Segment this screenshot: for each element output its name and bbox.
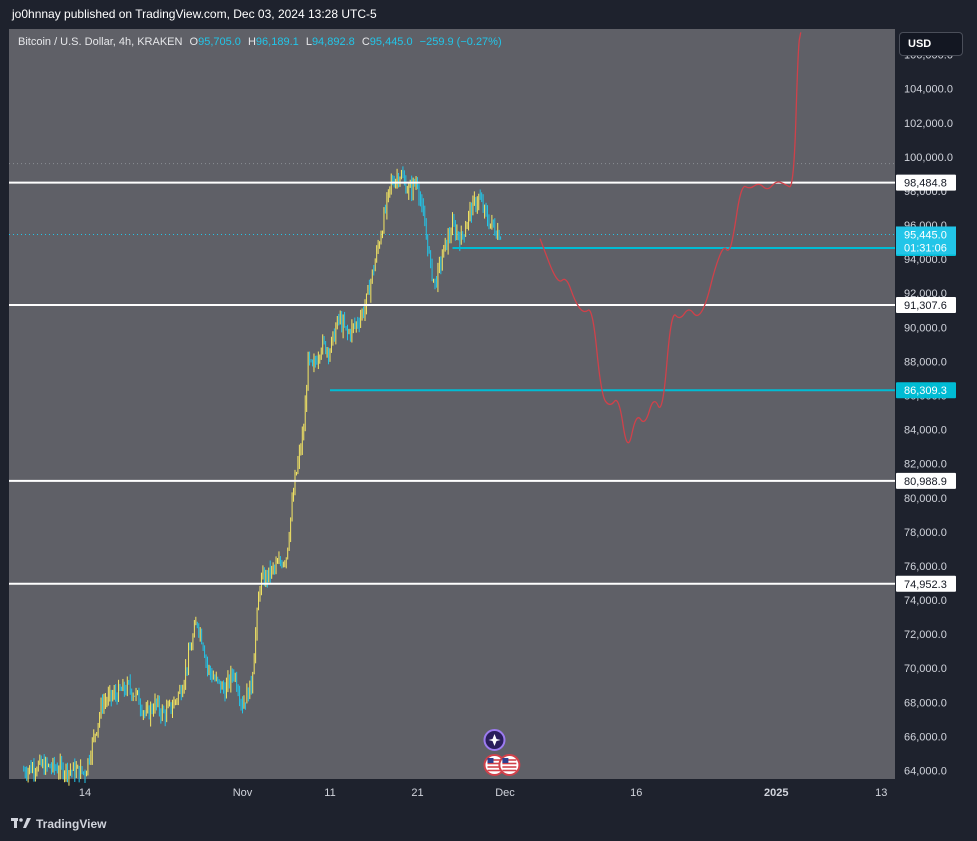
current-price-badge <box>896 226 956 255</box>
close-key: C <box>361 36 370 48</box>
price-label-text: 86,309.3 <box>904 385 947 397</box>
price-label-badge <box>896 297 956 314</box>
price-axis-tick: 94,000.0 <box>904 254 947 266</box>
tradingview-logo[interactable]: TradingView <box>11 817 106 831</box>
current-price-text: 95,445.0 <box>904 229 947 241</box>
price-axis-tick: 90,000.0 <box>904 322 947 334</box>
time-axis-tick: 16 <box>630 787 642 799</box>
symbol-legend: Bitcoin / U.S. Dollar, 4h, KRAKEN O95,70… <box>18 36 502 48</box>
change-value: −259.9 (−0.27%) <box>419 36 502 48</box>
tradingview-brand: TradingView <box>36 817 107 831</box>
close-value: 95,445.0 <box>369 36 413 48</box>
price-axis-tick: 72,000.0 <box>904 629 947 641</box>
time-axis-tick: 21 <box>411 787 423 799</box>
price-axis-tick: 100,000.0 <box>904 152 953 164</box>
price-label-text: 80,988.9 <box>904 476 947 488</box>
flag-canton <box>502 758 509 763</box>
countdown-text: 01:31:06 <box>904 242 947 254</box>
open-key: O <box>189 36 199 48</box>
price-axis-tick: 102,000.0 <box>904 118 953 130</box>
projection-path <box>539 32 802 444</box>
high-value: 96,189.1 <box>255 36 299 48</box>
tradingview-logo-icon <box>11 818 31 828</box>
chart-canvas[interactable]: 64,000.0 66,000.0 68,000.0 70,000.0 72,000.0… <box>0 0 977 805</box>
price-axis-tick: 84,000.0 <box>904 425 947 437</box>
price-axis-panel <box>895 29 969 801</box>
price-label-badge <box>896 472 956 489</box>
time-axis-panel <box>9 779 895 801</box>
price-axis-tick: 64,000.0 <box>904 765 947 777</box>
price-label-badge <box>896 382 956 399</box>
price-axis-tick: 74,000.0 <box>904 595 947 607</box>
chart-area[interactable] <box>9 29 969 801</box>
price-label-text: 74,952.3 <box>904 579 947 591</box>
time-axis-tick: 2025 <box>764 787 788 799</box>
price-axis-tick: 68,000.0 <box>904 697 947 709</box>
price-axis-tick: 66,000.0 <box>904 731 947 743</box>
time-axis-tick: 14 <box>79 787 91 799</box>
price-axis-tick: 70,000.0 <box>904 663 947 675</box>
price-axis-tick: 82,000.0 <box>904 459 947 471</box>
price-label-text: 98,484.8 <box>904 178 947 190</box>
star-glyph <box>488 734 501 746</box>
price-axis-tick: 76,000.0 <box>904 561 947 573</box>
top-bar: jo0hnnay published on TradingView.com, D… <box>0 0 977 28</box>
flag-canton <box>487 758 494 763</box>
high-key: H <box>247 36 256 48</box>
price-axis-tick: 104,000.0 <box>904 84 953 96</box>
price-axis-tick: 78,000.0 <box>904 527 947 539</box>
time-axis-tick: 13 <box>875 787 887 799</box>
symbol-title: Bitcoin / U.S. Dollar, 4h, KRAKEN <box>18 36 183 48</box>
open-value: 95,705.0 <box>198 36 241 48</box>
price-axis-tick: 80,000.0 <box>904 493 947 505</box>
price-label-text: 91,307.6 <box>904 300 947 312</box>
footer: TradingView <box>0 805 977 841</box>
price-axis-tick: 88,000.0 <box>904 356 947 368</box>
currency-button[interactable]: USD <box>899 32 963 56</box>
price-label-badge <box>896 174 956 191</box>
time-axis-tick: Dec <box>495 787 515 799</box>
low-value: 94,892.8 <box>311 36 355 48</box>
low-key: L <box>305 36 312 48</box>
published-info: jo0hnnay published on TradingView.com, D… <box>12 7 377 21</box>
price-label-badge <box>896 575 956 592</box>
time-axis-tick: Nov <box>233 787 253 799</box>
time-axis-tick: 11 <box>324 787 335 799</box>
